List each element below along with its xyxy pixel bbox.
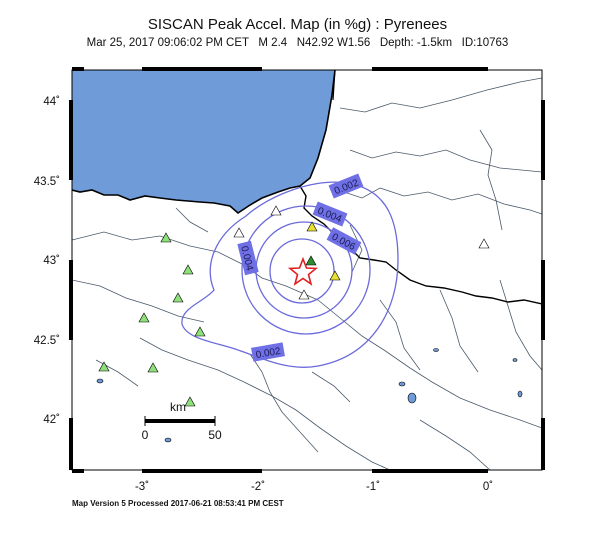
landes-coast: [332, 70, 336, 101]
station-marker: [306, 221, 318, 232]
station-marker: [270, 205, 282, 216]
station-marker: [478, 238, 490, 249]
lat-label: 43˚: [43, 255, 60, 267]
scale-bar: km 0 50: [142, 400, 222, 442]
lon-label: 0˚: [483, 481, 493, 493]
station-marker: [147, 362, 159, 373]
reservoirs: [96, 348, 523, 443]
lat-label: 44˚: [43, 96, 60, 108]
lat-label: 42˚: [43, 414, 60, 426]
lon-axis: -3˚ -2˚ -1˚ 0˚: [135, 481, 493, 493]
station-marker: [305, 255, 317, 266]
contour-label-box: [237, 240, 259, 276]
scale-start: 0: [142, 428, 149, 442]
map-version-footer: Map Version 5 Processed 2017-06-21 08:53…: [72, 499, 284, 508]
station-marker: [98, 361, 110, 372]
scale-unit: km: [170, 400, 186, 414]
station-marker: [172, 292, 184, 303]
lon-label: -2˚: [251, 481, 265, 493]
coastline: [72, 70, 336, 215]
contour-label-0-002-bottom: 0.002: [255, 346, 282, 361]
stations: [98, 205, 490, 407]
france-spain-border: [299, 185, 542, 305]
lat-label: 43.5˚: [34, 176, 60, 188]
contour-label-box: [251, 342, 285, 362]
contour-label-box: [312, 201, 348, 227]
lon-label: -3˚: [135, 481, 149, 493]
station-marker: [298, 289, 310, 300]
contour-labels: 0.002 0.004 0.006 0.004 0.002: [237, 173, 364, 362]
sea-area: [72, 70, 335, 213]
contour-label-box: [326, 227, 362, 255]
contour-label-box: [328, 173, 364, 199]
station-marker: [233, 227, 245, 238]
event-subtitle: Mar 25, 2017 09:06:02 PM CET M 2.4 N42.9…: [86, 37, 509, 49]
contour-0.004-outer: [241, 205, 371, 335]
map-title: SISCAN Peak Accel. Map (in %g) : Pyrenee…: [147, 16, 448, 33]
station-marker: [138, 312, 150, 323]
station-marker: [329, 270, 341, 281]
station-marker: [184, 396, 196, 407]
station-marker: [182, 264, 194, 275]
station-marker: [194, 326, 206, 337]
station-marker: [160, 232, 172, 243]
epicenter-star: [287, 256, 319, 286]
contour-0.006: [269, 238, 335, 304]
lon-label: -1˚: [366, 481, 380, 493]
scale-end: 50: [208, 428, 222, 442]
map-frame: [69, 67, 545, 473]
lat-label: 42.5˚: [34, 335, 60, 347]
lat-axis: 44˚ 43.5˚ 43˚ 42.5˚ 42˚: [34, 96, 60, 426]
